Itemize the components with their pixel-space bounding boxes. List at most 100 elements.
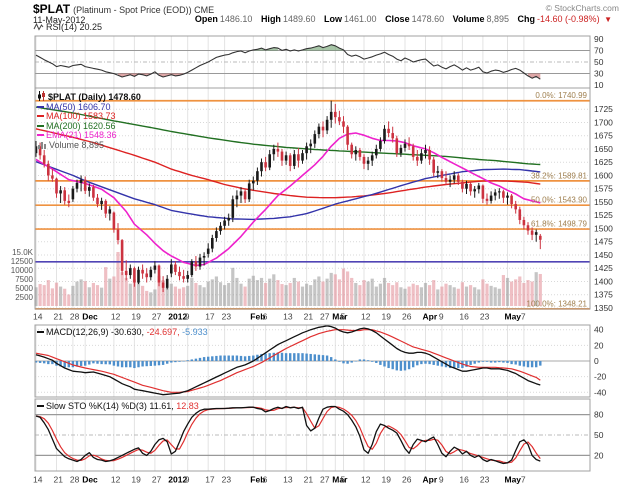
macd-legend: MACD(12,26,9) -30.630, -24.697, -5.933 (37, 327, 208, 337)
line-swatch-icon (37, 405, 44, 407)
price-axis-label: 1625 (594, 157, 613, 167)
ma100-line (35, 128, 541, 199)
quote-summary: Open 1486.10 High 1489.60 Low 1461.00 Close… (189, 14, 612, 24)
macd-panel: 40 20 0 -20 -40 (34, 324, 607, 398)
x-axis-label: 12 (111, 312, 121, 322)
ma100-legend-label: MA(100) 1583.73 (46, 111, 116, 121)
x-axis-label: 2012 (168, 312, 187, 322)
macd-axis-label: -20 (594, 372, 607, 382)
fib-level-label: 61.8%: 1498.79 (531, 220, 588, 229)
price-axis-label: 1400 (594, 276, 613, 286)
volume-axis-label: 7500 (15, 275, 33, 284)
macd-hist-value: -5.933 (182, 327, 208, 337)
volume-legend-label: Volume 8,895 (49, 139, 105, 150)
fib-level-label: 100.0%: 1348.21 (527, 299, 588, 308)
rsi-axis-label: 10 (594, 80, 604, 90)
volume-value: 8,895 (486, 14, 510, 24)
change-down-triangle-icon: ▼ (604, 15, 612, 24)
price-axis-label: 1500 (594, 223, 613, 233)
x-axis-label: 26 (402, 312, 412, 322)
x-axis-label: Apr (423, 475, 438, 485)
rsi-axis-label: 50 (594, 57, 604, 67)
x-axis-label: May (505, 475, 522, 485)
candles (34, 100, 542, 293)
price-panel: 1725 1700 1675 1650 1625 1600 1575 1550 1525 1500… (11, 87, 613, 313)
macd-axis-label: 40 (594, 325, 604, 335)
candlestick-icon (38, 91, 45, 101)
sto-d-value: 12.83 (176, 401, 199, 411)
x-axis-label: Dec (82, 475, 98, 485)
low-value: 1461.00 (344, 14, 377, 24)
macd-histogram (34, 352, 542, 371)
x-axis-label: 12 (111, 475, 121, 485)
ma200-legend-label: MA(200) 1620.56 (46, 120, 116, 131)
ma50-line (35, 161, 541, 221)
sto-legend: Slow STO %K(14) %D(3) 11.61, 12.83 (37, 401, 199, 411)
rsi-axis-label: 90 (594, 34, 604, 44)
sto-legend-label: Slow STO %K(14) %D(3) 11.61, (46, 401, 174, 411)
chg-label: Chg (517, 14, 536, 24)
x-axis-label: 16 (459, 475, 469, 485)
x-axis-label: 13 (283, 475, 293, 485)
x-axis-label: 19 (131, 475, 141, 485)
macd-legend-label: MACD(12,26,9) -30.630, (46, 327, 145, 337)
fib-level-label: 50.0%: 1543.90 (531, 196, 588, 205)
volume-label: Volume (452, 14, 485, 24)
x-axis-label: 19 (382, 312, 392, 322)
macd-signal-value: -24.697, (146, 327, 180, 337)
x-axis-label: 21 (304, 475, 314, 485)
rsi-axis-label: 70 (594, 45, 604, 55)
x-axis-label: 19 (131, 312, 141, 322)
x-axis-label: 27 (320, 475, 330, 485)
chart-title: $PLAT (Platinum - Spot Price (EOD)) CME (33, 2, 214, 16)
x-axis-label: 5 (341, 475, 346, 485)
ma50-legend-label: MA(50) 1606.70 (46, 101, 111, 112)
line-swatch-icon (37, 134, 44, 136)
x-axis-label: 17 (205, 312, 215, 322)
x-axis-label: 2012 (168, 475, 187, 485)
price-axis-label: 1475 (594, 237, 613, 247)
price-axis-label: 1525 (594, 210, 613, 220)
ticker-symbol: $PLAT (33, 2, 71, 16)
volume-axis-label: 12500 (11, 257, 34, 266)
indicator-line-icon (33, 22, 44, 31)
x-axis-label: 21 (54, 312, 64, 322)
volume-axis-label: 15.0K (12, 248, 34, 257)
stockcharts-credit-link[interactable]: © StockCharts.com (545, 3, 619, 13)
x-axis-label: Feb (250, 312, 265, 322)
x-axis-label: 27 (152, 312, 162, 322)
fib-level-label: 0.0%: 1740.99 (535, 91, 587, 100)
x-axis-label: 23 (480, 312, 490, 322)
price-axis-label: 1600 (594, 170, 613, 180)
macd-axis-label: 0 (594, 356, 599, 366)
price-axis-label: 1550 (594, 197, 613, 207)
x-axis-label: 19 (382, 475, 392, 485)
ema21-line (35, 132, 541, 267)
price-axis-label: 1725 (594, 104, 613, 114)
x-axis-label: 12 (361, 475, 371, 485)
macd-axis-label: -40 (594, 387, 607, 397)
price-axis-label: 1700 (594, 117, 613, 127)
x-axis-label: Mar (332, 475, 348, 485)
x-axis-label: 28 (70, 312, 80, 322)
x-axis-label: 21 (304, 312, 314, 322)
x-axis-label: 23 (480, 475, 490, 485)
low-label: Low (324, 14, 342, 24)
x-axis-label: 9 (185, 312, 190, 322)
line-swatch-icon (37, 105, 44, 108)
x-axis-label: 17 (205, 475, 215, 485)
x-axis-label: 27 (152, 475, 162, 485)
close-value: 1478.60 (411, 14, 445, 24)
macd-axis-label: 20 (594, 340, 604, 350)
x-axis-label: 9 (439, 312, 444, 322)
high-value: 1489.60 (282, 14, 316, 24)
x-axis-label: Mar (332, 312, 348, 322)
price-axis-label: 1575 (594, 184, 613, 194)
sto-axis-label: 20 (594, 450, 604, 460)
x-axis-label: 27 (320, 312, 330, 322)
x-axis-label: 26 (402, 475, 412, 485)
price-legend: $PLAT (Daily) 1478.60 MA(50) 1606.70 MA(… (37, 91, 141, 150)
price-axis-label: 1350 (594, 303, 613, 313)
